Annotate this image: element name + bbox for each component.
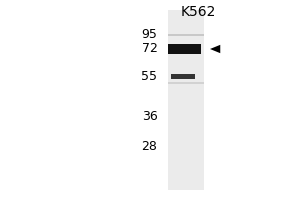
Text: 95: 95 — [142, 28, 158, 42]
Polygon shape — [210, 45, 220, 53]
Bar — [171, 74, 195, 79]
Bar — [168, 82, 204, 84]
Bar — [168, 10, 204, 190]
Text: 55: 55 — [142, 70, 158, 82]
Bar — [168, 45, 201, 53]
Bar — [168, 34, 204, 36]
Text: 36: 36 — [142, 110, 158, 123]
Text: 28: 28 — [142, 140, 158, 152]
Text: K562: K562 — [180, 5, 216, 19]
Text: 72: 72 — [142, 43, 158, 55]
